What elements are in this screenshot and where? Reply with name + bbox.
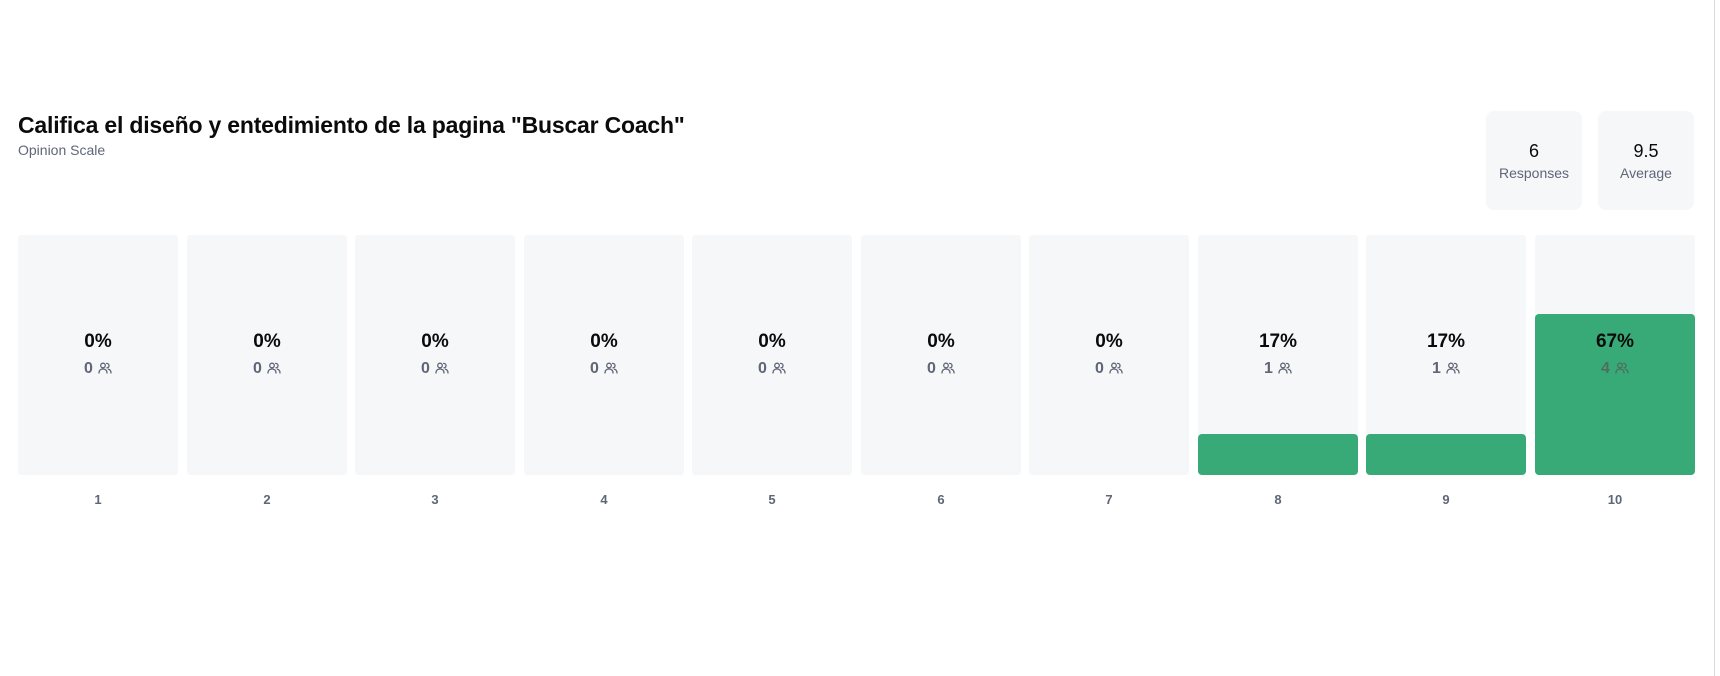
scale-column-1[interactable]: 0% 0 — [18, 235, 178, 475]
category-label: 10 — [1535, 492, 1695, 507]
scale-column-9[interactable]: 17% 1 — [1366, 235, 1526, 475]
response-count: 0 — [524, 359, 684, 379]
scale-column-2[interactable]: 0% 0 — [187, 235, 347, 475]
response-count-value: 4 — [1601, 360, 1610, 377]
bar-fill-9 — [1366, 434, 1526, 475]
category-label: 7 — [1029, 492, 1189, 507]
category-label: 4 — [524, 492, 684, 507]
category-label: 9 — [1366, 492, 1526, 507]
percent-label: 0% — [861, 331, 1021, 353]
scale-column-10[interactable]: 67% 4 — [1535, 235, 1695, 475]
responses-card: 6 Responses — [1486, 111, 1582, 210]
average-label: Average — [1598, 165, 1694, 181]
people-icon — [98, 362, 112, 374]
average-card: 9.5 Average — [1598, 111, 1694, 210]
percent-label: 17% — [1198, 331, 1358, 353]
category-label: 2 — [187, 492, 347, 507]
response-count-value: 0 — [590, 360, 599, 377]
people-icon — [1615, 362, 1629, 374]
percent-label: 0% — [692, 331, 852, 353]
response-count: 0 — [1029, 359, 1189, 379]
response-count-value: 0 — [84, 360, 93, 377]
people-icon — [604, 362, 618, 374]
response-count-value: 0 — [421, 360, 430, 377]
response-count-value: 0 — [253, 360, 262, 377]
category-label: 8 — [1198, 492, 1358, 507]
people-icon — [1109, 362, 1123, 374]
response-count: 0 — [18, 359, 178, 379]
people-icon — [267, 362, 281, 374]
response-count: 0 — [187, 359, 347, 379]
responses-label: Responses — [1486, 165, 1582, 181]
scale-column-3[interactable]: 0% 0 — [355, 235, 515, 475]
percent-label: 17% — [1366, 331, 1526, 353]
scale-column-4[interactable]: 0% 0 — [524, 235, 684, 475]
scale-column-8[interactable]: 17% 1 — [1198, 235, 1358, 475]
question-header: Califica el diseño y entedimiento de la … — [18, 110, 685, 158]
percent-label: 0% — [1029, 331, 1189, 353]
response-count: 0 — [861, 359, 1021, 379]
category-label: 5 — [692, 492, 852, 507]
question-type: Opinion Scale — [18, 142, 685, 158]
category-label: 1 — [18, 492, 178, 507]
bar-fill-8 — [1198, 434, 1358, 475]
people-icon — [772, 362, 786, 374]
people-icon — [1446, 362, 1460, 374]
response-count-value: 1 — [1264, 360, 1273, 377]
page-scrollbar[interactable] — [1714, 0, 1715, 676]
response-count: 0 — [692, 359, 852, 379]
response-count-value: 0 — [758, 360, 767, 377]
people-icon — [1278, 362, 1292, 374]
scale-column-7[interactable]: 0% 0 — [1029, 235, 1189, 475]
response-count: 1 — [1198, 359, 1358, 379]
scale-column-6[interactable]: 0% 0 — [861, 235, 1021, 475]
response-count-value: 1 — [1432, 360, 1441, 377]
response-count-value: 0 — [1095, 360, 1104, 377]
percent-label: 67% — [1535, 331, 1695, 353]
percent-label: 0% — [18, 331, 178, 353]
percent-label: 0% — [355, 331, 515, 353]
responses-value: 6 — [1486, 140, 1582, 162]
response-count: 1 — [1366, 359, 1526, 379]
category-label: 6 — [861, 492, 1021, 507]
people-icon — [941, 362, 955, 374]
average-value: 9.5 — [1598, 140, 1694, 162]
response-count-value: 0 — [927, 360, 936, 377]
percent-label: 0% — [524, 331, 684, 353]
question-title: Califica el diseño y entedimiento de la … — [18, 110, 685, 140]
percent-label: 0% — [187, 331, 347, 353]
people-icon — [435, 362, 449, 374]
category-label: 3 — [355, 492, 515, 507]
response-count: 4 — [1535, 359, 1695, 379]
scale-column-5[interactable]: 0% 0 — [692, 235, 852, 475]
response-count: 0 — [355, 359, 515, 379]
